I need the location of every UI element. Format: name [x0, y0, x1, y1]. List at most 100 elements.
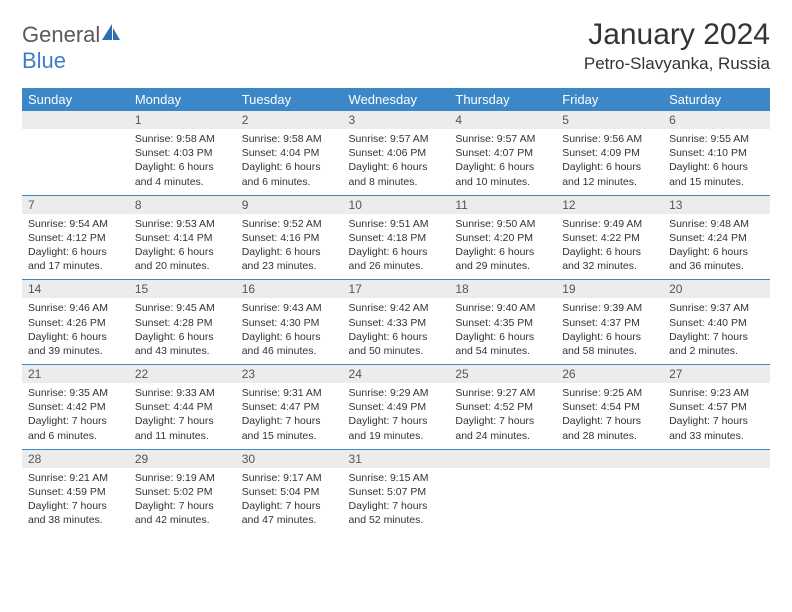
sunset-text: Sunset: 4:26 PM — [28, 316, 123, 330]
day-detail-row: Sunrise: 9:35 AMSunset: 4:42 PMDaylight:… — [22, 383, 770, 449]
daylight-text: Daylight: 6 hours and 8 minutes. — [349, 160, 444, 188]
day-detail-cell: Sunrise: 9:17 AMSunset: 5:04 PMDaylight:… — [236, 468, 343, 534]
day-number-cell: 18 — [449, 280, 556, 299]
daylight-text: Daylight: 6 hours and 58 minutes. — [562, 330, 657, 358]
header: General Blue January 2024 Petro-Slavyank… — [22, 18, 770, 74]
day-detail-cell: Sunrise: 9:21 AMSunset: 4:59 PMDaylight:… — [22, 468, 129, 534]
sunrise-text: Sunrise: 9:27 AM — [455, 386, 550, 400]
sunrise-text: Sunrise: 9:48 AM — [669, 217, 764, 231]
day-detail-cell: Sunrise: 9:19 AMSunset: 5:02 PMDaylight:… — [129, 468, 236, 534]
day-detail-cell: Sunrise: 9:43 AMSunset: 4:30 PMDaylight:… — [236, 298, 343, 364]
sunset-text: Sunset: 4:47 PM — [242, 400, 337, 414]
sunset-text: Sunset: 4:28 PM — [135, 316, 230, 330]
sunset-text: Sunset: 5:07 PM — [349, 485, 444, 499]
day-detail-cell: Sunrise: 9:39 AMSunset: 4:37 PMDaylight:… — [556, 298, 663, 364]
daylight-text: Daylight: 6 hours and 23 minutes. — [242, 245, 337, 273]
sunrise-text: Sunrise: 9:19 AM — [135, 471, 230, 485]
day-detail-cell: Sunrise: 9:35 AMSunset: 4:42 PMDaylight:… — [22, 383, 129, 449]
sunrise-text: Sunrise: 9:46 AM — [28, 301, 123, 315]
daylight-text: Daylight: 6 hours and 6 minutes. — [242, 160, 337, 188]
day-number-cell: 20 — [663, 280, 770, 299]
day-detail-cell: Sunrise: 9:55 AMSunset: 4:10 PMDaylight:… — [663, 129, 770, 195]
day-number-cell: 26 — [556, 365, 663, 384]
daylight-text: Daylight: 6 hours and 54 minutes. — [455, 330, 550, 358]
weekday-header: Monday — [129, 88, 236, 111]
sunrise-text: Sunrise: 9:56 AM — [562, 132, 657, 146]
day-number-cell: 25 — [449, 365, 556, 384]
sunrise-text: Sunrise: 9:25 AM — [562, 386, 657, 400]
sunrise-text: Sunrise: 9:57 AM — [455, 132, 550, 146]
day-number-cell: 28 — [22, 449, 129, 468]
sunset-text: Sunset: 4:24 PM — [669, 231, 764, 245]
day-detail-cell: Sunrise: 9:49 AMSunset: 4:22 PMDaylight:… — [556, 214, 663, 280]
sunset-text: Sunset: 4:14 PM — [135, 231, 230, 245]
day-detail-cell — [449, 468, 556, 534]
sunset-text: Sunset: 4:18 PM — [349, 231, 444, 245]
day-number-cell: 16 — [236, 280, 343, 299]
day-number-cell: 13 — [663, 195, 770, 214]
daylight-text: Daylight: 7 hours and 19 minutes. — [349, 414, 444, 442]
day-detail-cell: Sunrise: 9:23 AMSunset: 4:57 PMDaylight:… — [663, 383, 770, 449]
daylight-text: Daylight: 6 hours and 26 minutes. — [349, 245, 444, 273]
day-detail-cell: Sunrise: 9:42 AMSunset: 4:33 PMDaylight:… — [343, 298, 450, 364]
daylight-text: Daylight: 7 hours and 6 minutes. — [28, 414, 123, 442]
day-number-row: 14151617181920 — [22, 280, 770, 299]
sunset-text: Sunset: 4:59 PM — [28, 485, 123, 499]
sunrise-text: Sunrise: 9:52 AM — [242, 217, 337, 231]
calendar-table: Sunday Monday Tuesday Wednesday Thursday… — [22, 88, 770, 533]
day-detail-cell: Sunrise: 9:37 AMSunset: 4:40 PMDaylight:… — [663, 298, 770, 364]
weekday-header-row: Sunday Monday Tuesday Wednesday Thursday… — [22, 88, 770, 111]
day-number-cell — [663, 449, 770, 468]
sunset-text: Sunset: 4:52 PM — [455, 400, 550, 414]
day-detail-cell: Sunrise: 9:58 AMSunset: 4:04 PMDaylight:… — [236, 129, 343, 195]
sunrise-text: Sunrise: 9:35 AM — [28, 386, 123, 400]
day-number-cell: 29 — [129, 449, 236, 468]
day-number-row: 78910111213 — [22, 195, 770, 214]
day-number-row: 21222324252627 — [22, 365, 770, 384]
day-number-cell: 12 — [556, 195, 663, 214]
weekday-header: Thursday — [449, 88, 556, 111]
sunset-text: Sunset: 4:42 PM — [28, 400, 123, 414]
day-number-cell: 4 — [449, 111, 556, 129]
daylight-text: Daylight: 6 hours and 12 minutes. — [562, 160, 657, 188]
brand-part2: Blue — [22, 48, 66, 73]
sunrise-text: Sunrise: 9:49 AM — [562, 217, 657, 231]
day-number-cell: 21 — [22, 365, 129, 384]
sunrise-text: Sunrise: 9:53 AM — [135, 217, 230, 231]
day-detail-cell: Sunrise: 9:40 AMSunset: 4:35 PMDaylight:… — [449, 298, 556, 364]
day-number-cell: 14 — [22, 280, 129, 299]
sunset-text: Sunset: 4:44 PM — [135, 400, 230, 414]
sunset-text: Sunset: 4:22 PM — [562, 231, 657, 245]
sunset-text: Sunset: 4:20 PM — [455, 231, 550, 245]
daylight-text: Daylight: 6 hours and 39 minutes. — [28, 330, 123, 358]
month-title: January 2024 — [584, 18, 770, 52]
sunset-text: Sunset: 4:12 PM — [28, 231, 123, 245]
day-detail-cell: Sunrise: 9:56 AMSunset: 4:09 PMDaylight:… — [556, 129, 663, 195]
sunset-text: Sunset: 4:10 PM — [669, 146, 764, 160]
day-number-cell: 1 — [129, 111, 236, 129]
sunset-text: Sunset: 4:54 PM — [562, 400, 657, 414]
daylight-text: Daylight: 7 hours and 24 minutes. — [455, 414, 550, 442]
sunrise-text: Sunrise: 9:55 AM — [669, 132, 764, 146]
daylight-text: Daylight: 6 hours and 10 minutes. — [455, 160, 550, 188]
sunrise-text: Sunrise: 9:21 AM — [28, 471, 123, 485]
daylight-text: Daylight: 7 hours and 28 minutes. — [562, 414, 657, 442]
sunrise-text: Sunrise: 9:40 AM — [455, 301, 550, 315]
daylight-text: Daylight: 7 hours and 33 minutes. — [669, 414, 764, 442]
daylight-text: Daylight: 6 hours and 50 minutes. — [349, 330, 444, 358]
sunrise-text: Sunrise: 9:39 AM — [562, 301, 657, 315]
brand-text: General Blue — [22, 22, 122, 74]
sunrise-text: Sunrise: 9:37 AM — [669, 301, 764, 315]
day-detail-cell: Sunrise: 9:45 AMSunset: 4:28 PMDaylight:… — [129, 298, 236, 364]
daylight-text: Daylight: 6 hours and 20 minutes. — [135, 245, 230, 273]
day-number-cell: 24 — [343, 365, 450, 384]
day-detail-cell: Sunrise: 9:51 AMSunset: 4:18 PMDaylight:… — [343, 214, 450, 280]
day-number-cell — [22, 111, 129, 129]
day-detail-cell: Sunrise: 9:27 AMSunset: 4:52 PMDaylight:… — [449, 383, 556, 449]
day-detail-cell — [556, 468, 663, 534]
day-detail-cell: Sunrise: 9:58 AMSunset: 4:03 PMDaylight:… — [129, 129, 236, 195]
day-number-cell — [556, 449, 663, 468]
day-detail-cell: Sunrise: 9:31 AMSunset: 4:47 PMDaylight:… — [236, 383, 343, 449]
sunset-text: Sunset: 4:04 PM — [242, 146, 337, 160]
daylight-text: Daylight: 6 hours and 4 minutes. — [135, 160, 230, 188]
